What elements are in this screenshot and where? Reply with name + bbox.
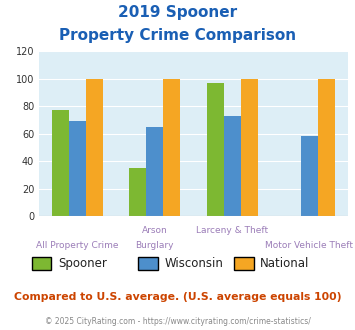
Bar (224, 116, 241, 216)
Text: 2019 Spooner: 2019 Spooner (118, 5, 237, 20)
Bar (52, 110, 69, 216)
Text: Wisconsin: Wisconsin (164, 256, 223, 270)
Text: All Property Crime: All Property Crime (37, 241, 119, 250)
Text: Larceny & Theft: Larceny & Theft (196, 226, 268, 235)
Text: Arson: Arson (142, 226, 168, 235)
Text: © 2025 CityRating.com - https://www.cityrating.com/crime-statistics/: © 2025 CityRating.com - https://www.city… (45, 317, 310, 326)
Bar (86, 79, 103, 216)
Text: National: National (260, 256, 310, 270)
Bar (318, 79, 335, 216)
Bar (241, 79, 258, 216)
Bar (146, 127, 163, 216)
Text: Burglary: Burglary (136, 241, 174, 250)
Bar (207, 83, 224, 216)
Bar (163, 79, 180, 216)
Text: Motor Vehicle Theft: Motor Vehicle Theft (265, 241, 353, 250)
Bar (129, 168, 146, 216)
Text: Compared to U.S. average. (U.S. average equals 100): Compared to U.S. average. (U.S. average … (14, 292, 341, 302)
Bar (69, 121, 86, 216)
Text: Property Crime Comparison: Property Crime Comparison (59, 28, 296, 43)
Bar (301, 136, 318, 216)
Text: Spooner: Spooner (58, 256, 107, 270)
